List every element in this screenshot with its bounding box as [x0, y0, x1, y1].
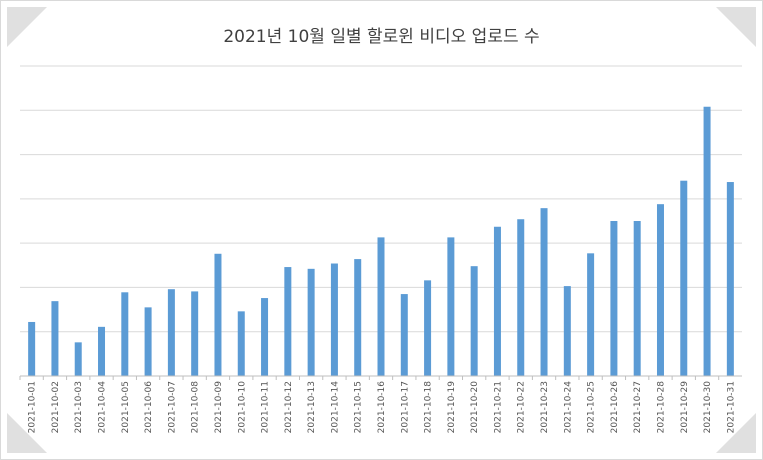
- bar-2021-10-12: [284, 267, 292, 376]
- x-tick-label: 2021-10-20: [470, 381, 480, 434]
- x-axis: 2021-10-01 2021-10-02 2021-10-03 2021-10-04…: [19, 375, 742, 434]
- bar-2021-10-13: [307, 268, 315, 376]
- corner-fold-top-left: [7, 7, 47, 47]
- bar-2021-10-01: [28, 321, 36, 376]
- x-tick-label: 2021-10-03: [74, 381, 84, 433]
- bar-2021-10-10: [237, 311, 245, 376]
- x-tick-label: 2021-10-02: [51, 381, 61, 433]
- bar-2021-10-25: [587, 253, 595, 376]
- bar-2021-10-08: [191, 291, 199, 376]
- x-tick-label: 2021-10-19: [447, 381, 457, 434]
- bar-2021-10-22: [517, 219, 525, 376]
- x-tick-label: 2021-10-24: [563, 381, 573, 434]
- corner-fold-top-right: [716, 7, 756, 47]
- bar-2021-10-19: [447, 237, 455, 376]
- x-tick-label: 2021-10-09: [214, 381, 224, 434]
- bar-2021-10-09: [214, 253, 222, 376]
- x-tick-label: 2021-10-28: [656, 381, 666, 434]
- bar-2021-10-07: [167, 289, 175, 376]
- gridlines: [20, 65, 742, 333]
- bar-2021-10-18: [424, 280, 432, 376]
- bar-2021-10-06: [144, 307, 152, 376]
- bar-2021-10-03: [74, 342, 82, 376]
- x-tick-label: 2021-10-04: [98, 381, 108, 434]
- x-tick-label: 2021-10-31: [726, 381, 736, 433]
- bar-2021-10-16: [377, 237, 385, 376]
- bar-2021-10-21: [493, 226, 501, 376]
- bar-2021-10-17: [400, 294, 408, 376]
- corner-fold-bottom-left: [7, 413, 47, 453]
- x-tick-label: 2021-10-27: [633, 381, 643, 433]
- x-tick-label: 2021-10-12: [284, 381, 294, 433]
- x-tick-label: 2021-10-21: [493, 381, 503, 433]
- x-tick-label: 2021-10-01: [28, 381, 38, 433]
- bar-2021-10-20: [470, 266, 478, 376]
- bar-2021-10-02: [51, 301, 59, 376]
- bar-2021-10-28: [656, 204, 664, 376]
- chart-title: 2021년 10월 일별 할로윈 비디오 업로드 수: [223, 27, 540, 47]
- bar-2021-10-11: [261, 298, 269, 376]
- x-tick-label: 2021-10-11: [261, 381, 271, 433]
- bar-2021-10-04: [98, 326, 106, 376]
- x-tick-label: 2021-10-10: [237, 381, 247, 434]
- x-tick-label: 2021-10-18: [424, 381, 434, 434]
- bar-2021-10-24: [563, 286, 571, 376]
- x-tick-label: 2021-10-17: [400, 381, 410, 433]
- corner-fold-bottom-right: [716, 413, 756, 453]
- x-tick-label: 2021-10-06: [144, 381, 154, 434]
- x-tick-label: 2021-10-08: [191, 381, 201, 434]
- x-tick-label: 2021-10-15: [354, 381, 364, 433]
- bar-2021-10-14: [330, 263, 338, 376]
- x-tick-label: 2021-10-30: [703, 381, 713, 434]
- bar-2021-10-05: [121, 292, 129, 376]
- x-tick-label: 2021-10-26: [610, 381, 620, 434]
- x-tick-label: 2021-10-14: [330, 381, 340, 434]
- bar-2021-10-23: [540, 208, 548, 376]
- bar-2021-10-29: [680, 180, 688, 376]
- bar-2021-10-15: [354, 259, 362, 376]
- x-tick-label: 2021-10-16: [377, 381, 387, 434]
- bar-2021-10-31: [726, 182, 734, 376]
- x-tick-label: 2021-10-13: [307, 381, 317, 433]
- x-tick-label: 2021-10-23: [540, 381, 550, 433]
- bars: [28, 106, 734, 376]
- bar-2021-10-30: [703, 106, 711, 376]
- x-tick-label: 2021-10-22: [517, 381, 527, 433]
- bar-2021-10-26: [610, 221, 618, 376]
- x-tick-label: 2021-10-25: [587, 381, 597, 433]
- x-tick-label: 2021-10-07: [167, 381, 177, 433]
- x-tick-label: 2021-10-05: [121, 381, 131, 433]
- x-tick-label: 2021-10-29: [680, 381, 690, 434]
- bar-2021-10-27: [633, 221, 641, 376]
